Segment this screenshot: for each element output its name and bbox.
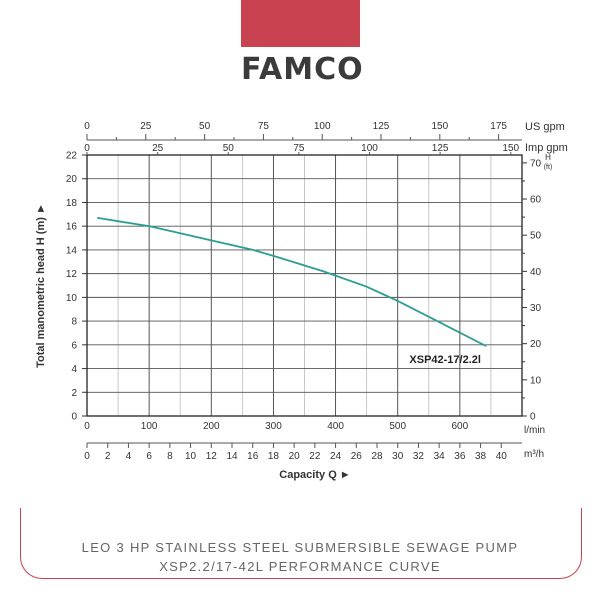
y-tick-label: 2 — [71, 388, 77, 399]
curve-point — [366, 286, 368, 288]
y-tick-label: 6 — [71, 340, 77, 351]
m3h-tick-label: 34 — [434, 451, 446, 462]
m3h-tick-label: 4 — [126, 451, 132, 462]
imp-gpm-unit-label: Imp gpm — [525, 142, 568, 154]
footer-frame — [20, 508, 582, 579]
m3h-tick-label: 28 — [371, 451, 383, 462]
us-gpm-tick-label: 50 — [199, 121, 211, 132]
imp-gpm-tick-label: 75 — [293, 143, 305, 154]
m3h-tick-label: 40 — [496, 451, 508, 462]
m3h-tick-label: 8 — [167, 451, 173, 462]
brand-red-block — [241, 0, 360, 47]
us-gpm-tick-label: 25 — [140, 121, 152, 132]
curve-point — [210, 239, 212, 242]
imp-gpm-tick-label: 100 — [361, 143, 378, 154]
m3h-tick-label: 36 — [454, 451, 466, 462]
curve-point — [148, 225, 150, 227]
m3h-tick-label: 38 — [475, 451, 487, 462]
x-axis-title: Capacity Q ► — [279, 469, 350, 481]
imp-gpm-tick-label: 150 — [502, 143, 519, 154]
y-axis-title: Total manometric head H (m) ► — [35, 203, 47, 368]
ft-tick-label: 40 — [530, 267, 542, 278]
m3h-tick-label: 6 — [146, 451, 152, 462]
m3h-unit-label: m³/h — [524, 449, 544, 460]
m3h-tick-label: 0 — [84, 451, 90, 462]
m3h-tick-label: 22 — [309, 451, 321, 462]
imp-gpm-tick-label: 125 — [432, 143, 449, 154]
x-tick-label: 0 — [84, 421, 90, 432]
curve-point — [434, 319, 436, 321]
m3h-tick-label: 30 — [392, 451, 404, 462]
m3h-tick-label: 18 — [268, 451, 280, 462]
ft-tick-label: 20 — [530, 339, 542, 350]
m3h-tick-label: 32 — [413, 451, 425, 462]
x-unit-label: l/min — [524, 425, 545, 436]
y-tick-label: 14 — [66, 245, 78, 256]
us-gpm-tick-label: 0 — [84, 121, 90, 132]
m3h-tick-label: 12 — [206, 451, 218, 462]
x-tick-label: 400 — [327, 421, 344, 432]
y-tick-label: 8 — [71, 317, 77, 328]
m3h-tick-label: 2 — [105, 451, 111, 462]
ft-tick-label: 70 — [530, 158, 542, 169]
us-gpm-tick-label: 100 — [314, 121, 331, 132]
y-tick-label: 12 — [66, 269, 78, 280]
x-tick-label: 100 — [141, 421, 158, 432]
curve-XSP42-17/2.2l — [97, 216, 487, 347]
plot-frame — [86, 154, 523, 417]
m3h-tick-label: 26 — [351, 451, 363, 462]
y-tick-label: 0 — [71, 412, 77, 423]
us-gpm-tick-label: 150 — [431, 121, 448, 132]
curve-point — [397, 300, 399, 302]
footer-title: LEO 3 HP STAINLESS STEEL SUBMERSIBLE SEW… — [81, 540, 519, 555]
ft-tick-label: 10 — [530, 375, 542, 386]
x-tick-label: 200 — [203, 421, 220, 432]
m3h-tick-label: 10 — [185, 451, 197, 462]
curve-point — [252, 249, 254, 251]
us-gpm-tick-label: 125 — [373, 121, 390, 132]
y-tick-label: 16 — [66, 222, 78, 233]
y-tick-label: 4 — [71, 364, 77, 375]
m3h-tick-label: 16 — [247, 451, 259, 462]
ft-tick-label: 30 — [530, 303, 542, 314]
famco-logo: FAMCO — [241, 52, 364, 87]
y-tick-label: 18 — [66, 198, 78, 209]
m3h-tick-label: 14 — [226, 451, 238, 462]
ft-tick-label: 50 — [530, 231, 542, 242]
imp-gpm-tick-label: 50 — [223, 143, 235, 154]
x-tick-label: 500 — [389, 421, 406, 432]
imp-gpm-tick-label: 25 — [152, 143, 164, 154]
ft-unit-label: H — [545, 153, 551, 162]
ft-tick-label: 0 — [530, 412, 536, 423]
us-gpm-tick-label: 175 — [490, 121, 507, 132]
ft-unit-label-sub: (ft) — [544, 164, 553, 171]
curve-point — [322, 270, 324, 272]
m3h-tick-label: 20 — [289, 451, 301, 462]
curve-point — [272, 255, 275, 257]
y-tick-label: 20 — [66, 174, 78, 185]
series-label: XSP42-17/2.2l — [409, 354, 481, 366]
x-tick-label: 300 — [265, 421, 282, 432]
curve-point — [96, 217, 99, 219]
us-gpm-tick-label: 75 — [258, 121, 270, 132]
curve-point — [485, 345, 487, 347]
imp-gpm-tick-label: 0 — [84, 143, 90, 154]
ft-tick-label: 60 — [530, 195, 542, 206]
m3h-tick-label: 24 — [330, 451, 342, 462]
footer-subtitle: XSP2.2/17-42L PERFORMANCE CURVE — [159, 559, 441, 574]
x-tick-label: 600 — [452, 421, 469, 432]
us-gpm-unit-label: US gpm — [525, 121, 565, 133]
y-tick-label: 10 — [66, 293, 78, 304]
y-tick-label: 22 — [66, 151, 78, 162]
